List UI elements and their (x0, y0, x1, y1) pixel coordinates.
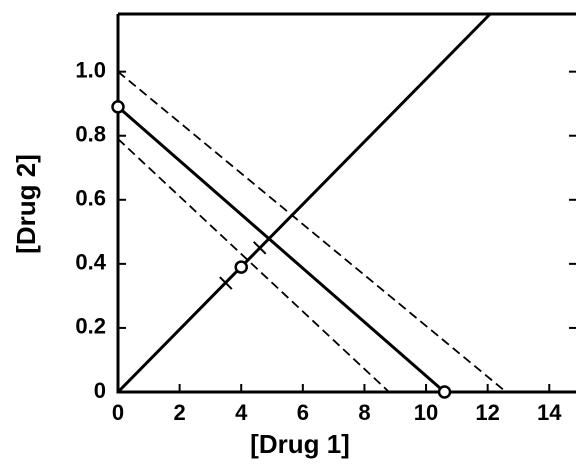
x-tick-label: 10 (414, 400, 438, 425)
axes-frame (116, 12, 576, 394)
point (111, 100, 125, 114)
x-tick-label: 14 (537, 400, 562, 425)
y-tick-label: 0.8 (75, 122, 106, 147)
point (234, 260, 248, 274)
y-tick-label: 0 (94, 378, 106, 403)
x-tick-label: 12 (475, 400, 499, 425)
line (117, 105, 446, 394)
x-axis-label: [Drug 1] (250, 429, 350, 459)
point (437, 385, 452, 399)
tick-mark (252, 241, 267, 255)
x-tick-label: 8 (358, 400, 370, 425)
y-axis-label: [Drug 2] (11, 154, 41, 254)
y-tick-label: 0.6 (75, 186, 106, 211)
x-tick-label: 0 (112, 400, 124, 425)
x-tick-label: 2 (173, 400, 185, 425)
tick-mark (219, 276, 233, 290)
y-tick-label: 0.4 (75, 250, 106, 275)
y-tick-label: 0.2 (75, 314, 106, 339)
x-tick-label: 6 (297, 400, 309, 425)
line (117, 138, 390, 393)
x-tick-label: 4 (235, 400, 248, 425)
line (117, 70, 507, 393)
line (116, 12, 492, 394)
y-tick-label: 1.0 (75, 57, 106, 82)
